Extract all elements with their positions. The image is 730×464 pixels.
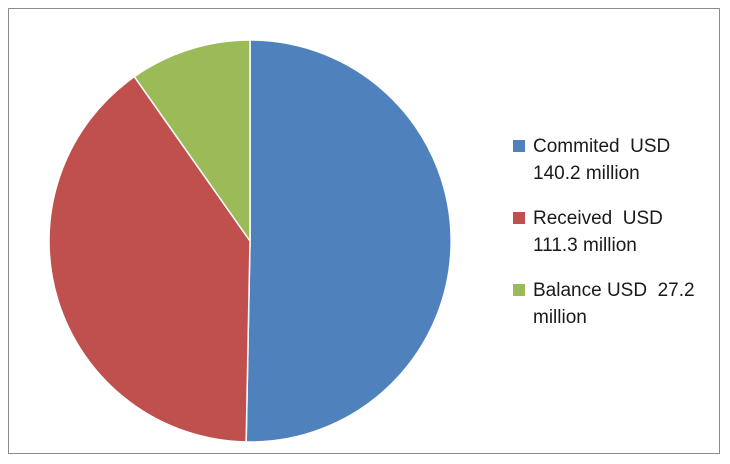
legend-label-received: Received USD 111.3 million [533, 205, 723, 259]
legend-swatch-commited [513, 140, 525, 152]
pie-slice-balance [133, 39, 251, 242]
legend-item-received: Received USD 111.3 million [513, 205, 723, 259]
legend-swatch-received [513, 212, 525, 224]
legend-item-balance: Balance USD 27.2 million [513, 277, 723, 331]
legend-label-line: 111.3 million [533, 235, 637, 256]
chart-area: Commited USD 140.2 million Received USD 111… [8, 8, 720, 454]
legend-label-line: Received USD [533, 208, 663, 229]
legend: Commited USD 140.2 million Received USD 111… [513, 133, 723, 349]
legend-label-line: Commited USD [533, 136, 671, 157]
legend-label-commited: Commited USD 140.2 million [533, 133, 723, 187]
legend-label-line: million [533, 307, 587, 328]
legend-item-commited: Commited USD 140.2 million [513, 133, 723, 187]
pie-slice-received [48, 75, 251, 443]
pie-chart [48, 39, 452, 443]
legend-swatch-balance [513, 284, 525, 296]
pie-slice-commited [245, 39, 452, 443]
legend-label-balance: Balance USD 27.2 million [533, 277, 723, 331]
legend-label-line: 140.2 million [533, 163, 640, 184]
legend-label-line: Balance USD 27.2 [533, 280, 695, 301]
